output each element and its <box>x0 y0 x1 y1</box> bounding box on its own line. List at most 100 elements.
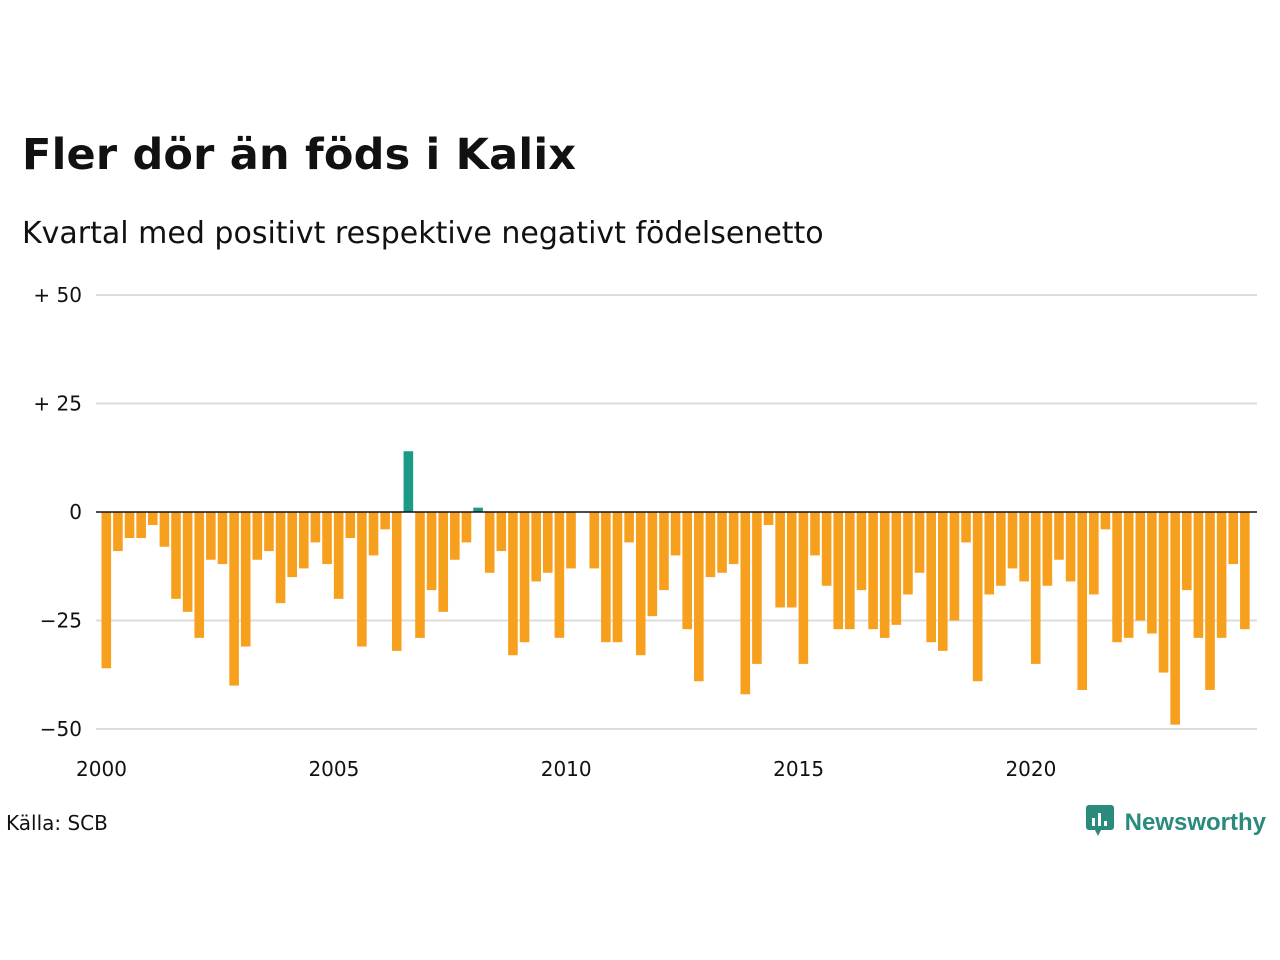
bar <box>287 512 297 578</box>
bar <box>508 512 518 656</box>
chart-subtitle: Kvartal med positivt respektive negativt… <box>22 216 824 251</box>
bar <box>275 512 286 604</box>
bar <box>879 512 890 638</box>
bar <box>171 512 181 599</box>
bar <box>519 512 530 643</box>
bar <box>821 512 832 586</box>
bar <box>484 512 495 573</box>
chart-title: Fler dör än föds i Kalix <box>22 130 577 180</box>
bar <box>473 507 483 512</box>
bar <box>1089 512 1099 595</box>
bar <box>740 512 751 695</box>
newsworthy-logo-icon <box>1085 804 1115 842</box>
x-tick-label: 2000 <box>76 757 127 781</box>
bar <box>206 512 216 560</box>
bar <box>1123 512 1134 638</box>
bar <box>403 451 414 512</box>
bar <box>798 512 809 664</box>
y-tick-label: 0 <box>69 500 82 524</box>
bar <box>450 512 460 560</box>
y-axis-labels: + 50 + 25 0 −25 −50 <box>33 283 82 741</box>
bar <box>1007 512 1018 569</box>
bar <box>682 512 692 630</box>
bar <box>113 512 123 552</box>
bar <box>1019 512 1029 582</box>
x-tick-label: 2010 <box>541 757 592 781</box>
y-tick-label: + 50 <box>33 283 82 307</box>
bar <box>1100 512 1111 530</box>
bar <box>845 512 855 630</box>
bar <box>368 512 379 556</box>
bar <box>717 512 727 573</box>
bar <box>996 512 1006 586</box>
bar <box>1135 512 1146 621</box>
x-axis-labels: 2000 2005 2010 2015 2020 <box>76 757 1056 781</box>
bar <box>938 512 948 651</box>
bar <box>252 512 263 560</box>
bar <box>659 512 669 591</box>
bar <box>670 512 681 556</box>
source-note: Källa: SCB <box>6 811 108 835</box>
bar <box>635 512 646 656</box>
y-tick-label: + 25 <box>33 392 82 416</box>
bar <box>345 512 356 539</box>
bar <box>380 512 390 530</box>
bar <box>1030 512 1041 664</box>
bar <box>333 512 344 599</box>
bar <box>531 512 541 582</box>
bar <box>891 512 902 625</box>
bar <box>147 512 158 526</box>
bar <box>159 512 170 547</box>
bar <box>496 512 507 552</box>
bar <box>972 512 983 682</box>
bar <box>705 512 716 578</box>
bar <box>194 512 205 638</box>
bar <box>217 512 228 565</box>
bar <box>1181 512 1192 591</box>
bar <box>310 512 321 543</box>
bar <box>554 512 565 638</box>
bar <box>1077 512 1088 690</box>
bar <box>1054 512 1064 560</box>
x-tick-label: 2005 <box>308 757 359 781</box>
y-tick-label: −50 <box>40 717 82 741</box>
bar <box>357 512 367 647</box>
brand-logo: Newsworthy <box>1085 804 1266 842</box>
grid-lines <box>96 294 1257 730</box>
bar <box>461 512 472 543</box>
bar <box>1065 512 1076 582</box>
bar <box>926 512 936 643</box>
x-tick-label: 2020 <box>1005 757 1056 781</box>
bar <box>624 512 634 543</box>
bar <box>903 512 913 595</box>
bar <box>1205 512 1215 690</box>
bar <box>1158 512 1169 673</box>
bar <box>101 512 112 669</box>
bar <box>426 512 437 591</box>
bar <box>601 512 611 643</box>
bar <box>240 512 251 647</box>
bar <box>694 512 704 682</box>
bar <box>1240 512 1250 630</box>
bar <box>438 512 449 612</box>
bar <box>1216 512 1227 638</box>
bar <box>542 512 553 573</box>
bar <box>984 512 995 595</box>
bar <box>914 512 925 573</box>
bar <box>868 512 878 630</box>
bar <box>810 512 820 556</box>
bar <box>415 512 425 638</box>
bar <box>1193 512 1204 638</box>
bars <box>101 451 1250 725</box>
bar <box>229 512 239 686</box>
bar <box>299 512 309 569</box>
bar <box>182 512 193 612</box>
bar <box>136 512 146 539</box>
brand-name: Newsworthy <box>1124 809 1266 836</box>
bar <box>786 512 797 608</box>
bar <box>1112 512 1122 643</box>
bar <box>566 512 576 569</box>
bar <box>856 512 867 591</box>
bar <box>322 512 332 565</box>
